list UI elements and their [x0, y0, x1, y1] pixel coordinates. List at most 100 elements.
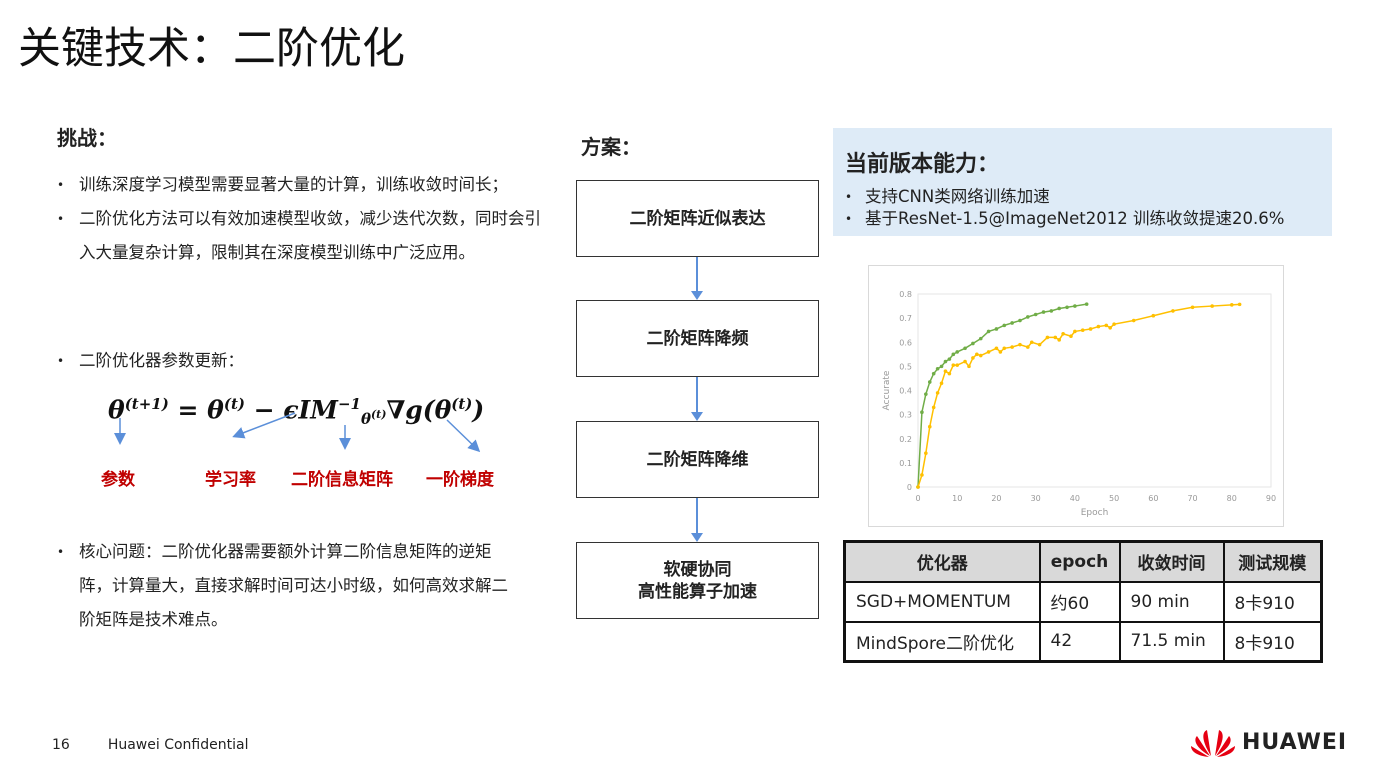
data-point — [1029, 340, 1034, 345]
data-point — [931, 405, 936, 410]
formula-arrows — [114, 412, 481, 453]
huawei-logo: HUAWEI — [1190, 726, 1347, 758]
cell: 42 — [1038, 620, 1121, 663]
data-point — [963, 359, 967, 364]
data-point — [1190, 305, 1195, 310]
data-point — [994, 346, 999, 351]
arrow-down-icon — [691, 257, 703, 300]
challenge-list: 训练深度学习模型需要显著大量的计算，训练收敛时间长； 二阶优化方法可以有效加速模… — [57, 168, 547, 270]
data-point — [916, 485, 920, 489]
capability-panel: 当前版本能力： 支持CNN类网络训练加速基于ResNet-1.5@ImageNe… — [833, 128, 1332, 236]
data-point — [935, 366, 940, 371]
challenge-list-2: 二阶优化器参数更新： — [57, 344, 244, 378]
data-point — [975, 352, 979, 357]
data-point — [1210, 304, 1214, 308]
x-tick-label: 30 — [1031, 494, 1041, 503]
bullet: 核心问题：二阶优化器需要额外计算二阶信息矩阵的逆矩阵，计算量大，直接求解时间可达… — [57, 535, 517, 637]
series-line-0 — [917, 303, 1087, 488]
data-point — [927, 380, 932, 384]
bullet: 支持CNN类网络训练加速 — [845, 186, 1320, 208]
col-header: 测试规模 — [1222, 540, 1323, 583]
data-point — [1033, 312, 1038, 317]
y-axis-label: Accurate — [882, 370, 892, 410]
data-point — [931, 371, 936, 376]
data-point — [1065, 305, 1069, 310]
step-box: 二阶矩阵降维 — [576, 421, 819, 498]
cell: 8卡910 — [1222, 580, 1323, 623]
data-point — [1057, 306, 1061, 311]
update-formula: θ(t+1) = θ(t) − ϵIM−1θ(t)∇g(θ(t)) — [108, 395, 484, 428]
col-header: 收敛时间 — [1118, 540, 1225, 583]
data-point — [1237, 302, 1242, 307]
huawei-petals-icon — [1191, 730, 1235, 757]
f-part: − ϵIM — [244, 395, 338, 425]
f-part: −1 — [337, 395, 361, 413]
bullet: 训练深度学习模型需要显著大量的计算，训练收敛时间长； — [57, 168, 547, 202]
data-point — [1002, 323, 1007, 328]
data-point — [1041, 310, 1046, 314]
data-point — [963, 346, 967, 351]
x-tick-label: 50 — [1109, 494, 1119, 503]
label-params: 参数 — [101, 470, 135, 490]
data-point — [1088, 327, 1093, 331]
x-tick-label: 80 — [1227, 494, 1237, 503]
col-header: epoch — [1038, 540, 1121, 583]
y-tick-label: 0.3 — [899, 411, 912, 420]
data-point — [986, 350, 991, 354]
f-part: ∇g(θ — [386, 395, 452, 425]
data-point — [939, 364, 944, 369]
x-tick-label: 0 — [915, 494, 920, 503]
y-tick-label: 0.4 — [899, 387, 912, 396]
data-point — [935, 391, 940, 395]
data-point — [924, 392, 928, 396]
data-point — [1151, 313, 1156, 318]
data-point — [1045, 335, 1050, 340]
x-tick-label: 10 — [952, 494, 962, 503]
data-point — [1096, 324, 1101, 329]
confidential-label: Huawei Confidential — [107, 737, 249, 753]
data-point — [971, 341, 975, 346]
data-point — [1229, 303, 1234, 307]
bullet: 二阶优化方法可以有效加速模型收敛，减少迭代次数，同时会引入大量复杂计算，限制其在… — [57, 202, 547, 270]
plot-area — [917, 293, 1272, 488]
f-part: (t) — [370, 408, 387, 422]
data-point — [998, 350, 1003, 354]
data-point — [967, 364, 971, 369]
arrow-down-icon — [691, 377, 703, 421]
bullet: 基于ResNet-1.5@ImageNet2012 训练收敛提速20.6% — [845, 208, 1320, 230]
data-point — [947, 357, 952, 361]
data-point — [1104, 323, 1109, 328]
data-point — [986, 329, 991, 334]
data-point — [920, 410, 924, 415]
data-point — [943, 359, 948, 364]
footer: 16 Huawei Confidential — [52, 737, 248, 753]
data-point — [1037, 342, 1042, 347]
data-point — [920, 473, 924, 477]
f-part: = θ — [168, 395, 224, 425]
cell: 约60 — [1038, 580, 1121, 623]
data-point — [1002, 346, 1007, 351]
data-point — [1026, 345, 1030, 349]
data-point — [924, 451, 928, 456]
y-tick-label: 0.1 — [899, 459, 912, 468]
cell: 8卡910 — [1222, 620, 1323, 663]
x-tick-label: 20 — [991, 494, 1001, 503]
table-row: MindSpore二阶优化 42 71.5 min 8卡910 — [843, 620, 1323, 663]
data-point — [1049, 309, 1054, 313]
data-point — [1131, 318, 1136, 323]
page-number: 16 — [52, 737, 70, 753]
y-tick-label: 0 — [907, 483, 912, 492]
table-row: SGD+MOMENTUM 约60 90 min 8卡910 — [843, 580, 1323, 623]
f-part: ) — [472, 395, 485, 425]
data-point — [1010, 321, 1014, 325]
comparison-table: 优化器 epoch 收敛时间 测试规模 SGD+MOMENTUM 约60 90 min 8卡… — [843, 540, 1323, 663]
data-point — [1010, 345, 1014, 349]
data-point — [978, 353, 983, 358]
f-part: θ — [108, 395, 125, 425]
data-point — [1018, 342, 1022, 347]
f-part: (t) — [223, 395, 245, 413]
y-tick-label: 0.5 — [899, 362, 912, 371]
x-tick-label: 70 — [1187, 494, 1197, 503]
data-point — [951, 352, 956, 357]
cell: SGD+MOMENTUM — [843, 580, 1041, 623]
